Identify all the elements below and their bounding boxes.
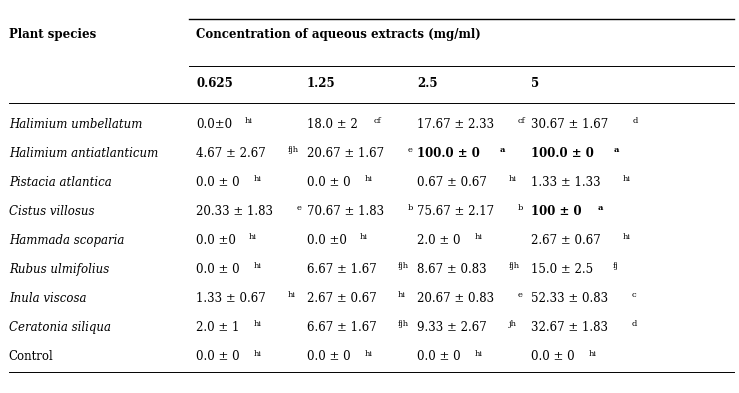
Text: 0.0 ± 0: 0.0 ± 0 — [531, 351, 575, 364]
Text: c: c — [632, 291, 637, 299]
Text: 2.67 ± 0.67: 2.67 ± 0.67 — [531, 234, 602, 247]
Text: 0.0±0: 0.0±0 — [197, 118, 233, 131]
Text: hi: hi — [474, 233, 483, 241]
Text: 30.67 ± 1.67: 30.67 ± 1.67 — [531, 118, 609, 131]
Text: 0.0 ± 0: 0.0 ± 0 — [197, 176, 240, 189]
Text: 1.33 ± 0.67: 1.33 ± 0.67 — [197, 292, 266, 305]
Text: hi: hi — [249, 233, 257, 241]
Text: fjh: fjh — [398, 262, 409, 270]
Text: 17.67 ± 2.33: 17.67 ± 2.33 — [418, 118, 494, 131]
Text: 2.5: 2.5 — [418, 77, 437, 90]
Text: Control: Control — [9, 351, 53, 364]
Text: Plant species: Plant species — [9, 28, 96, 41]
Text: hi: hi — [254, 262, 262, 270]
Text: hi: hi — [622, 175, 630, 183]
Text: Halimium umbellatum: Halimium umbellatum — [9, 118, 142, 131]
Text: 0.0 ± 0: 0.0 ± 0 — [418, 351, 461, 364]
Text: 15.0 ± 2.5: 15.0 ± 2.5 — [531, 263, 593, 276]
Text: hi: hi — [622, 233, 630, 241]
Text: jh: jh — [508, 320, 517, 329]
Text: 0.0 ± 0: 0.0 ± 0 — [307, 176, 350, 189]
Text: 5: 5 — [531, 77, 539, 90]
Text: 0.0 ±0: 0.0 ±0 — [307, 234, 347, 247]
Text: cf: cf — [374, 117, 381, 125]
Text: 2.67 ± 0.67: 2.67 ± 0.67 — [307, 292, 377, 305]
Text: 0.0 ±0: 0.0 ±0 — [197, 234, 236, 247]
Text: 100.0 ± 0: 100.0 ± 0 — [531, 147, 594, 160]
Text: 100 ± 0: 100 ± 0 — [531, 205, 582, 218]
Text: e: e — [297, 204, 302, 212]
Text: 0.0 ± 0: 0.0 ± 0 — [197, 351, 240, 364]
Text: 0.0 ± 0: 0.0 ± 0 — [197, 263, 240, 276]
Text: e: e — [407, 146, 412, 154]
Text: Concentration of aqueous extracts (mg/ml): Concentration of aqueous extracts (mg/ml… — [197, 28, 481, 41]
Text: hi: hi — [245, 117, 253, 125]
Text: hi: hi — [508, 175, 517, 183]
Text: a: a — [500, 146, 505, 154]
Text: Inula viscosa: Inula viscosa — [9, 292, 86, 305]
Text: 0.0 ± 0: 0.0 ± 0 — [307, 351, 350, 364]
Text: hi: hi — [589, 349, 597, 358]
Text: 8.67 ± 0.83: 8.67 ± 0.83 — [418, 263, 487, 276]
Text: Cistus villosus: Cistus villosus — [9, 205, 95, 218]
Text: fj: fj — [613, 262, 619, 270]
Text: fjh: fjh — [398, 320, 409, 329]
Text: 20.67 ± 1.67: 20.67 ± 1.67 — [307, 147, 384, 160]
Text: hi: hi — [254, 175, 262, 183]
Text: 20.67 ± 0.83: 20.67 ± 0.83 — [418, 292, 494, 305]
Text: Ceratonia siliqua: Ceratonia siliqua — [9, 321, 111, 334]
Text: Rubus ulmifolius: Rubus ulmifolius — [9, 263, 109, 276]
Text: 75.67 ± 2.17: 75.67 ± 2.17 — [418, 205, 494, 218]
Text: b: b — [518, 204, 523, 212]
Text: 18.0 ± 2: 18.0 ± 2 — [307, 118, 358, 131]
Text: 2.0 ± 0: 2.0 ± 0 — [418, 234, 461, 247]
Text: 52.33 ± 0.83: 52.33 ± 0.83 — [531, 292, 609, 305]
Text: cf: cf — [518, 117, 525, 125]
Text: fjh: fjh — [508, 262, 520, 270]
Text: hi: hi — [287, 291, 296, 299]
Text: d: d — [632, 320, 637, 329]
Text: hi: hi — [253, 320, 262, 329]
Text: 9.33 ± 2.67: 9.33 ± 2.67 — [418, 321, 487, 334]
Text: hi: hi — [364, 175, 372, 183]
Text: 1.33 ± 1.33: 1.33 ± 1.33 — [531, 176, 601, 189]
Text: 20.33 ± 1.83: 20.33 ± 1.83 — [197, 205, 273, 218]
Text: 0.67 ± 0.67: 0.67 ± 0.67 — [418, 176, 487, 189]
Text: hi: hi — [254, 349, 262, 358]
Text: 6.67 ± 1.67: 6.67 ± 1.67 — [307, 263, 377, 276]
Text: Hammada scoparia: Hammada scoparia — [9, 234, 124, 247]
Text: 1.25: 1.25 — [307, 77, 336, 90]
Text: 0.625: 0.625 — [197, 77, 234, 90]
Text: hi: hi — [360, 233, 367, 241]
Text: hi: hi — [398, 291, 406, 299]
Text: a: a — [614, 146, 619, 154]
Text: 100.0 ± 0: 100.0 ± 0 — [418, 147, 480, 160]
Text: hi: hi — [364, 349, 372, 358]
Text: 2.0 ± 1: 2.0 ± 1 — [197, 321, 240, 334]
Text: 6.67 ± 1.67: 6.67 ± 1.67 — [307, 321, 377, 334]
Text: e: e — [518, 291, 523, 299]
Text: Pistacia atlantica: Pistacia atlantica — [9, 176, 112, 189]
Text: d: d — [633, 117, 638, 125]
Text: Halimium antiatlanticum: Halimium antiatlanticum — [9, 147, 158, 160]
Text: hi: hi — [475, 349, 483, 358]
Text: b: b — [407, 204, 413, 212]
Text: a: a — [598, 204, 604, 212]
Text: 70.67 ± 1.83: 70.67 ± 1.83 — [307, 205, 384, 218]
Text: 4.67 ± 2.67: 4.67 ± 2.67 — [197, 147, 266, 160]
Text: fjh: fjh — [287, 146, 299, 154]
Text: 32.67 ± 1.83: 32.67 ± 1.83 — [531, 321, 608, 334]
